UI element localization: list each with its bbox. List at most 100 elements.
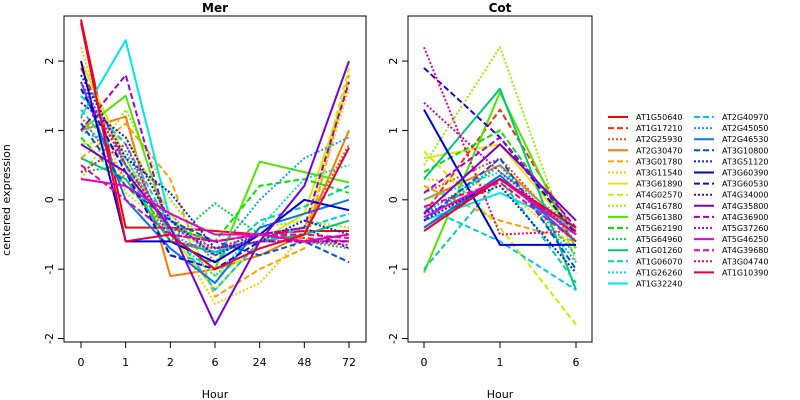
legend-item: AT3G61890: [608, 180, 682, 189]
x-tick-label: 1: [497, 356, 504, 369]
legend-label: AT3G01780: [636, 157, 682, 166]
legend-item: AT2G45050: [694, 124, 768, 133]
x-tick-label: 6: [212, 356, 219, 369]
legend-item: AT5G46250: [694, 235, 768, 244]
series-line-at4g35800: [80, 60, 350, 326]
y-tick-label: 2: [387, 58, 400, 65]
legend-item: AT4G39680: [694, 246, 768, 255]
panel-title: Cot: [489, 1, 512, 15]
series-line-at3g60390: [423, 109, 576, 246]
legend-label: AT5G64960: [636, 235, 682, 244]
y-tick-label: 0: [43, 196, 56, 203]
y-tick-label: 2: [43, 58, 56, 65]
x-tick-label: 0: [421, 356, 428, 369]
legend-item: AT1G17210: [608, 124, 682, 133]
legend-item: AT3G10800: [694, 146, 768, 155]
legend-item: AT5G64960: [608, 235, 682, 244]
legend-item: AT4G34000: [694, 191, 768, 200]
legend-item: AT3G04740: [694, 257, 768, 266]
y-tick-label: -1: [43, 264, 56, 275]
legend-label: AT1G17210: [636, 124, 682, 133]
legend-label: AT5G46250: [722, 235, 768, 244]
series-line-at1g10390: [423, 178, 577, 232]
series-line-at1g26260: [80, 122, 350, 278]
series-lines: [423, 46, 577, 326]
series-line-at1g10390: [80, 22, 350, 271]
legend-item: AT3G60390: [694, 169, 768, 178]
legend-item: AT5G37260: [694, 224, 768, 233]
legend-item: AT5G62190: [608, 224, 682, 233]
legend-label: AT3G60530: [722, 180, 768, 189]
legend-label: AT1G26260: [636, 268, 682, 277]
series-line-at4g35800: [423, 143, 577, 222]
x-tick-label: 24: [253, 356, 267, 369]
legend-label: AT5G61380: [636, 213, 682, 222]
legend-label: AT1G32240: [636, 280, 682, 289]
legend-label: AT4G36900: [722, 213, 768, 222]
legend-item: AT2G46530: [694, 135, 768, 144]
legend-item: AT3G11540: [608, 169, 682, 178]
series-line-at1g50640: [80, 19, 349, 236]
series-line-at2g46530: [423, 174, 577, 243]
legend-label: AT5G37260: [722, 224, 768, 233]
panel-cot: Cot -2 -1 0 1 2 0 1 6 Hour: [387, 1, 593, 400]
series-line-at3g04740: [423, 46, 577, 236]
series-line-at1g26260: [423, 171, 577, 229]
x-tick-label: 6: [573, 356, 580, 369]
legend-label: AT1G06070: [636, 257, 682, 266]
series-line-at4g34000: [80, 101, 350, 257]
panel-title: Mer: [202, 1, 228, 15]
x-tick-label: 48: [297, 356, 311, 369]
legend-label: AT4G39680: [722, 246, 768, 255]
legend-item: AT1G32240: [608, 280, 682, 289]
legend-label: AT1G01260: [636, 246, 682, 255]
legend-item: AT1G50640: [608, 113, 682, 122]
series-line-at4g36900: [423, 136, 577, 229]
legend-item: AT3G01780: [608, 157, 682, 166]
y-tick-label: 0: [387, 196, 400, 203]
series-line-at3g10800: [423, 157, 577, 270]
legend-label: AT4G35800: [722, 202, 768, 211]
series-line-at3g01780: [80, 74, 350, 298]
series-line-at4g16780: [423, 46, 577, 263]
series-line-at1g17210: [423, 108, 577, 236]
series-line-at2g45050: [80, 129, 350, 257]
legend-item: AT4G02570: [608, 191, 682, 200]
legend-item: AT1G26260: [608, 268, 682, 277]
legend-label: AT1G10390: [722, 268, 768, 277]
x-axis-label: Hour: [202, 388, 229, 400]
x-tick-label: 0: [78, 356, 85, 369]
legend-label: AT1G50640: [636, 113, 682, 122]
x-tick-label: 2: [167, 356, 174, 369]
y-tick-label: 1: [43, 127, 56, 134]
legend-item: AT4G35800: [694, 202, 768, 211]
y-tick-label: -2: [43, 333, 56, 344]
series-line-at2g40970: [423, 205, 577, 291]
legend-item: AT5G61380: [608, 213, 682, 222]
series-line-at3g51120: [80, 74, 350, 250]
legend-label: AT3G60390: [722, 169, 768, 178]
legend-item: AT2G30470: [608, 146, 682, 155]
x-axis-label: Hour: [487, 388, 514, 400]
x-tick-label: 1: [122, 356, 129, 369]
series-line-at3g01780: [423, 184, 577, 243]
legend-label: AT2G30470: [636, 146, 682, 155]
legend-label: AT3G11540: [636, 169, 682, 178]
legend-item: AT2G25930: [608, 135, 682, 144]
y-tick-label: 1: [387, 127, 400, 134]
y-tick-label: -2: [387, 333, 400, 344]
legend-item: AT3G60530: [694, 180, 768, 189]
legend-label: AT4G02570: [636, 191, 682, 200]
legend-item: AT1G06070: [608, 257, 682, 266]
legend-label: AT2G45050: [722, 124, 768, 133]
legend-label: AT3G10800: [722, 146, 768, 155]
series-lines: [80, 19, 350, 326]
y-tick-label: -1: [387, 264, 400, 275]
legend-label: AT4G34000: [722, 191, 768, 200]
legend: AT1G50640 AT1G17210 AT2G25930 AT2G30470 AT3G…: [608, 113, 768, 289]
series-line-at2g46530: [80, 81, 350, 284]
series-line-at5g62190: [423, 129, 577, 236]
series-line-at5g46250: [80, 178, 350, 243]
x-tick-label: 72: [342, 356, 356, 369]
